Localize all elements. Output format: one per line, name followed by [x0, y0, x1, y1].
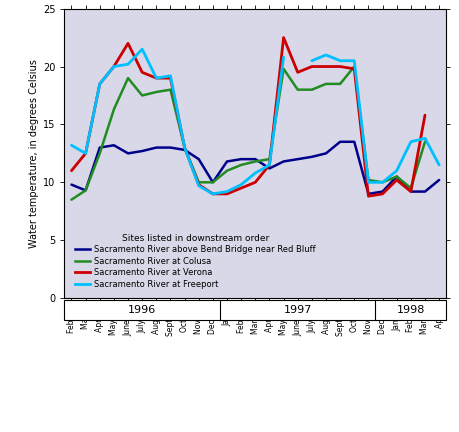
Text: 1996: 1996	[128, 305, 156, 315]
Text: 1998: 1998	[396, 305, 424, 315]
Text: 1997: 1997	[283, 305, 311, 315]
Legend: Sacramento River above Bend Bridge near Red Bluff, Sacramento River at Colusa, S: Sacramento River above Bend Bridge near …	[72, 231, 318, 291]
Y-axis label: Water temperature, in degrees Celsius: Water temperature, in degrees Celsius	[28, 59, 39, 248]
